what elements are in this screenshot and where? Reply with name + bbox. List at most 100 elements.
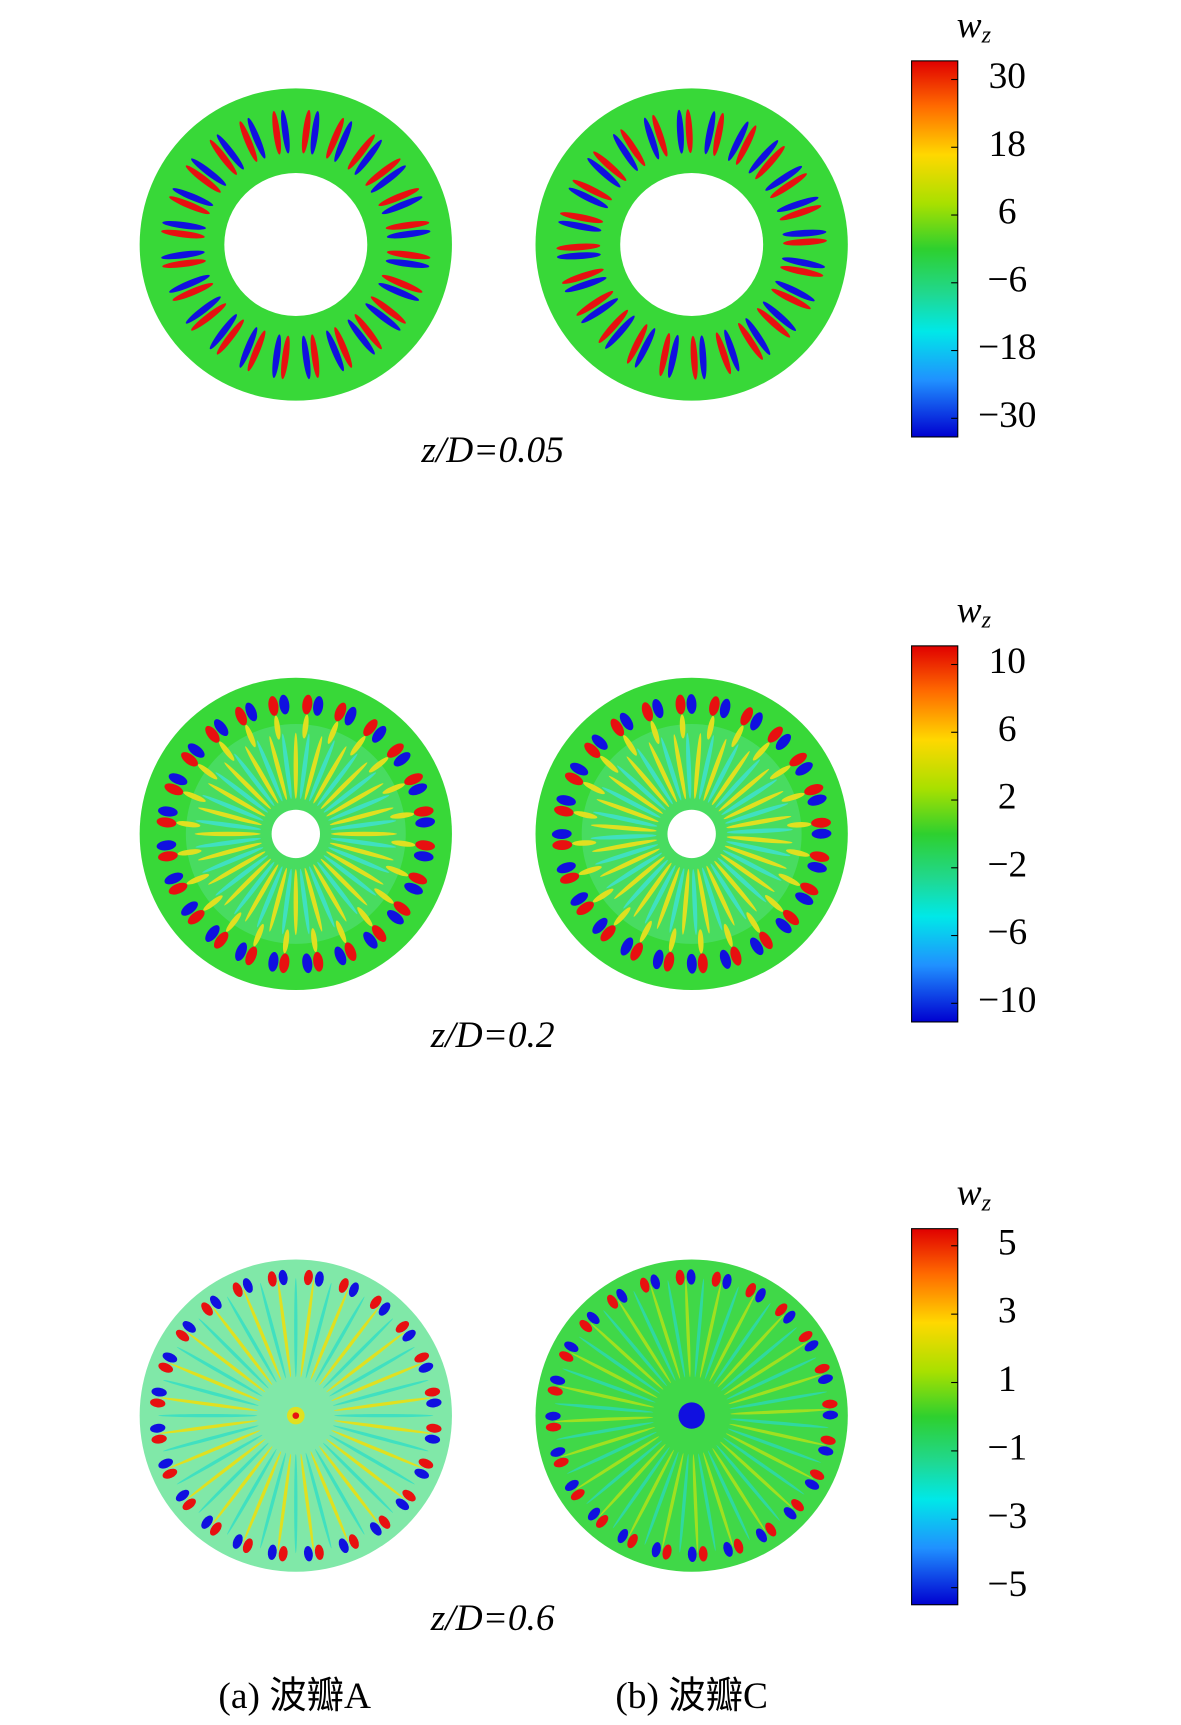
vortex [224, 762, 271, 810]
vortex [764, 895, 784, 912]
vortex [294, 1454, 298, 1554]
vortex [723, 791, 784, 820]
vortex [586, 1311, 600, 1325]
vortex [547, 1386, 563, 1396]
vortex [242, 1538, 253, 1554]
vortex [239, 121, 258, 162]
vortex [277, 1279, 291, 1378]
vortex [552, 840, 573, 851]
vortex [661, 1453, 684, 1550]
vortex [550, 1447, 566, 1457]
vortex [661, 737, 682, 801]
vortex [675, 694, 686, 715]
vortex [163, 1425, 259, 1452]
vortex [378, 1302, 391, 1316]
vortex [234, 861, 275, 915]
vortex [198, 1442, 269, 1513]
vortex [232, 1534, 243, 1549]
vortex [269, 867, 287, 932]
vortex [723, 1437, 805, 1495]
vortex [313, 746, 347, 804]
vortex [573, 811, 598, 819]
vortex [728, 121, 749, 161]
vortex [186, 873, 210, 885]
vortex [728, 1374, 823, 1405]
vortex [709, 696, 720, 716]
vortex [717, 1314, 785, 1388]
vortex [682, 868, 690, 935]
vortex [781, 792, 805, 802]
vortex [572, 179, 613, 201]
vortex [408, 783, 428, 796]
vortex [704, 1286, 739, 1380]
vortex [715, 332, 732, 375]
vortex [556, 1422, 654, 1440]
vortex [212, 1306, 273, 1386]
vortex [576, 290, 614, 316]
vortex [586, 1440, 663, 1504]
vortex [587, 157, 621, 188]
vortex [161, 250, 205, 260]
vortex [302, 694, 313, 715]
vortex [209, 139, 238, 175]
vortex [765, 165, 803, 191]
vortex [600, 755, 619, 773]
vortex [176, 1434, 263, 1485]
vortex [330, 820, 397, 830]
core [292, 1412, 300, 1419]
vortex [303, 1269, 313, 1286]
vortex [329, 1434, 415, 1485]
vortex [556, 243, 601, 251]
colorbar-tick-label: −6 [987, 259, 1027, 300]
vortex [344, 942, 357, 962]
vortex [385, 259, 430, 269]
colorbar-title: wz [957, 4, 992, 48]
vortex [668, 928, 677, 952]
vortex [381, 274, 423, 293]
vortex [676, 109, 684, 154]
vortex [620, 129, 646, 167]
vortex [592, 839, 658, 852]
panel-label: (a) 波瓣A [218, 1675, 371, 1717]
vortex [590, 824, 657, 832]
vortex [227, 1296, 277, 1383]
vortex [592, 811, 658, 827]
vortex [390, 812, 415, 819]
colorbar-tick-label: 5 [998, 1222, 1017, 1263]
vortex [151, 1387, 167, 1397]
vortex [329, 807, 394, 826]
vortex [282, 929, 290, 954]
vortex [697, 929, 704, 954]
vortex [587, 1507, 601, 1521]
vortex [703, 738, 727, 801]
vortex [583, 781, 605, 795]
vortex [256, 740, 283, 802]
vortex [156, 817, 177, 828]
vortex [726, 815, 792, 829]
vortex [711, 751, 750, 806]
colorbar-tick-label: −10 [978, 980, 1036, 1021]
vortex [426, 1423, 442, 1433]
vortex [315, 1448, 365, 1535]
vortex [651, 1542, 661, 1558]
vortex [172, 188, 214, 207]
vortex [326, 1331, 405, 1393]
vortex [750, 712, 763, 731]
vortex [426, 1398, 442, 1408]
vortex [374, 888, 394, 904]
vortex [305, 1452, 332, 1549]
vortex [556, 862, 576, 874]
vortex [162, 1468, 178, 1479]
vortex [309, 740, 335, 802]
vortex [402, 1489, 416, 1502]
vortex [627, 1533, 638, 1549]
symbol: w [957, 589, 982, 630]
vortex [164, 783, 184, 796]
vortex [335, 920, 347, 944]
vortex [159, 1420, 258, 1434]
vortex [733, 1538, 744, 1554]
vortex [787, 822, 812, 828]
vortex [724, 1341, 808, 1395]
vortex [775, 733, 791, 750]
vortex [641, 702, 653, 722]
